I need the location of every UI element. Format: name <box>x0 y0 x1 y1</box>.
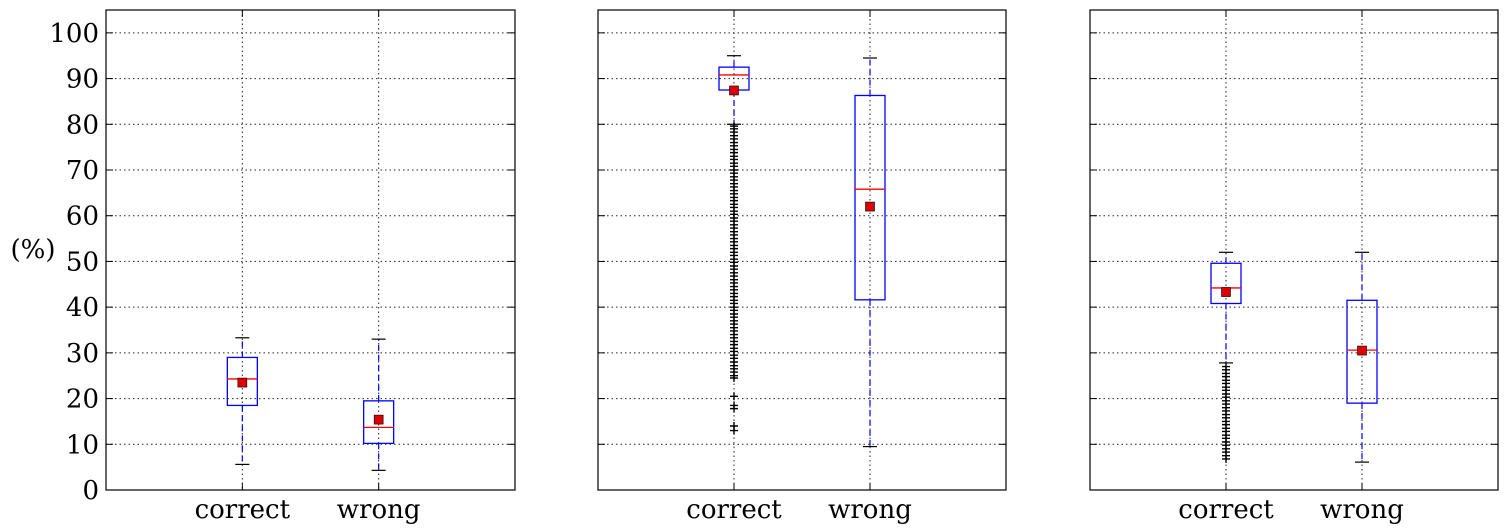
box-correct-outlier <box>730 422 738 430</box>
box-correct-mean-marker <box>237 377 248 388</box>
y-axis-label: (%) <box>11 235 56 265</box>
box-correct-iqr-box <box>226 356 258 407</box>
y-tick-label: 40 <box>66 293 99 323</box>
box-wrong-mean-marker <box>1357 345 1367 356</box>
plot-frame <box>105 9 516 491</box>
plot-frame <box>597 9 1007 491</box>
panel-3: correct wrong <box>1089 9 1499 525</box>
y-tick-label: 90 <box>66 65 99 95</box>
y-tick-label: 20 <box>66 385 99 415</box>
x-tick-label-wrong: wrong <box>1320 495 1404 525</box>
y-tick-label: 30 <box>66 339 99 369</box>
x-tick-label-correct: correct <box>195 495 291 525</box>
box-correct-outlier <box>730 392 738 401</box>
box-correct-outlier <box>730 401 738 410</box>
y-tick-label: 60 <box>66 202 99 232</box>
box-wrong-iqr-box <box>854 94 886 301</box>
box-correct-outlier <box>730 122 738 131</box>
y-tick-label: 10 <box>66 430 99 460</box>
x-tick-label-correct: correct <box>1178 495 1274 525</box>
y-tick-label: 80 <box>66 110 99 140</box>
x-tick-label-correct: correct <box>686 495 782 525</box>
y-tick-label: 100 <box>49 19 99 49</box>
box-wrong-mean-marker <box>373 414 384 425</box>
panel-1: 0 10 20 30 40 50 60 70 80 90 100 correct wrong <box>49 9 516 525</box>
box-wrong-iqr-box <box>1346 299 1378 404</box>
box-correct-outlier <box>1222 362 1230 371</box>
panel-2: correct wrong <box>597 9 1007 525</box>
box-wrong-mean-marker <box>865 201 875 212</box>
box-correct-iqr-box <box>1210 262 1242 305</box>
x-tick-label-wrong: wrong <box>337 495 421 525</box>
y-tick-label: 0 <box>82 476 99 506</box>
box-wrong-iqr-box <box>363 400 395 445</box>
y-tick-label: 70 <box>66 156 99 186</box>
y-tick-label: 50 <box>66 247 99 277</box>
box-correct-mean-marker <box>1221 287 1231 297</box>
x-tick-label-wrong: wrong <box>828 495 912 525</box>
plot-frame <box>1089 9 1499 491</box>
box-correct-mean-marker <box>729 85 739 96</box>
